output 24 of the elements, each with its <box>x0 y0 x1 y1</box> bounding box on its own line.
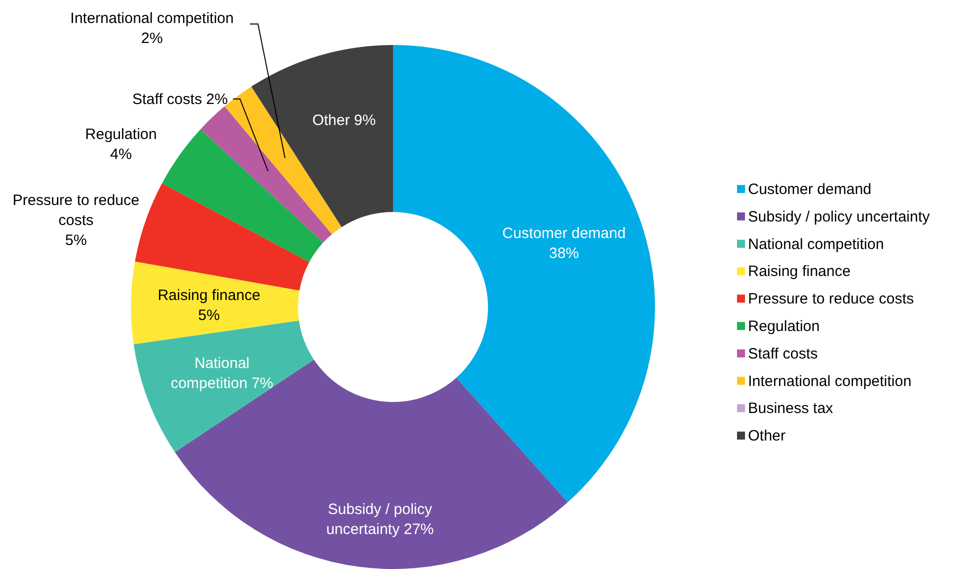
legend-label: Other <box>748 428 786 445</box>
legend-label: National competition <box>748 236 884 253</box>
legend-label: Pressure to reduce costs <box>748 290 914 308</box>
legend-label: Staff costs <box>748 345 818 362</box>
donut-slice <box>251 45 393 228</box>
data-label: Regulation 4% <box>85 126 157 163</box>
donut-slice <box>393 45 655 502</box>
donut-slice <box>131 262 300 344</box>
legend-label: Regulation <box>748 318 820 335</box>
legend-label: Customer demand <box>748 181 872 198</box>
legend-label: Business tax <box>748 400 834 418</box>
legend-label: Subsidy / policy uncertainty <box>748 208 930 226</box>
legend-label: International competition <box>748 372 912 390</box>
data-label: Pressure to reduce costs 5% <box>12 192 140 249</box>
data-label: National competition 7% <box>170 355 274 392</box>
data-label: Customer demand 38% <box>502 225 626 262</box>
data-label: International competition 2% <box>70 10 234 47</box>
data-label: Staff costs 2% <box>132 91 228 108</box>
donut-slice <box>134 320 314 452</box>
data-label: Other 9% <box>312 112 376 129</box>
legend-label: Raising finance <box>748 263 851 280</box>
data-label: Subsidy / policy uncertainty 27% <box>326 501 434 538</box>
donut-slice <box>162 129 324 262</box>
data-label: Raising finance 5% <box>158 287 260 324</box>
